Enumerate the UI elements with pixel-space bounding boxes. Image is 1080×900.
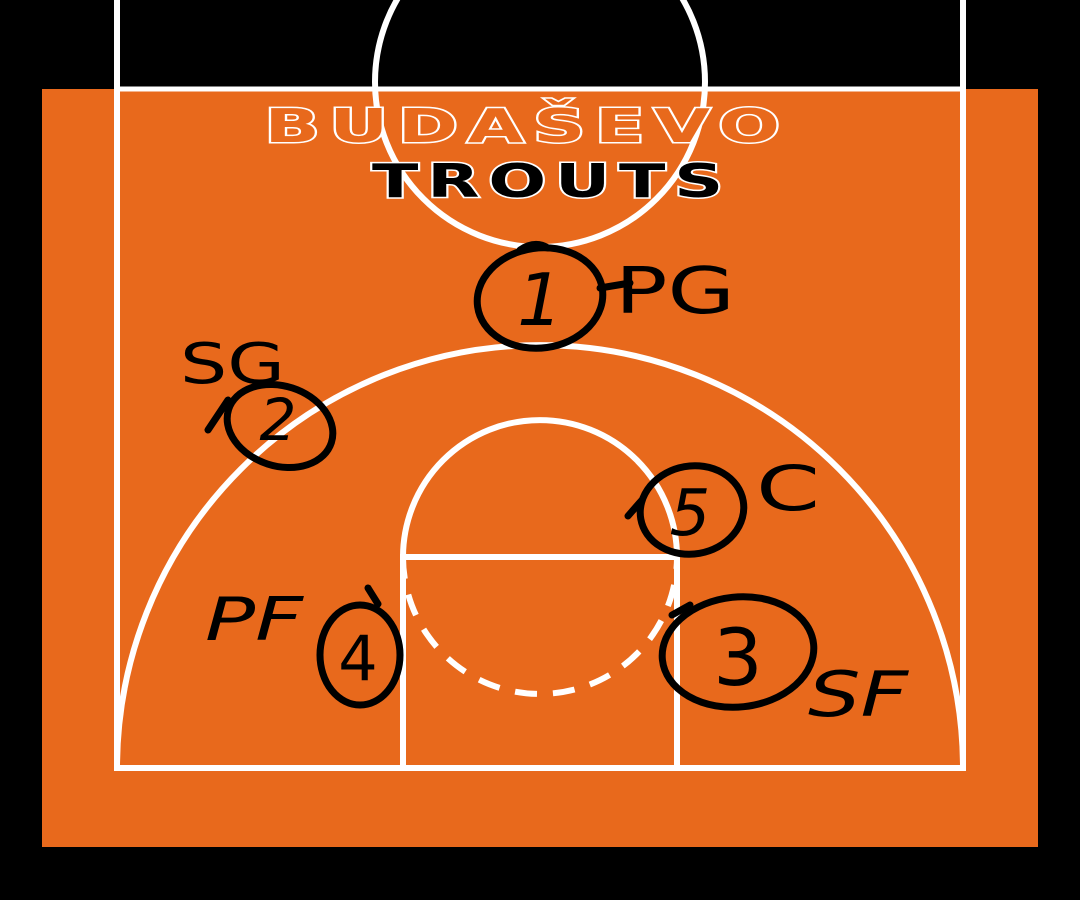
player-5-position: C	[756, 452, 820, 525]
player-5-number: 5	[670, 477, 711, 551]
team-name-line1: BUDAŠEVO	[265, 99, 790, 153]
free-throw-circle-top	[400, 417, 680, 558]
player-5-circle	[636, 462, 748, 558]
team-name-line2: TROUTS	[372, 154, 732, 208]
player-1-marker: 1 PG	[473, 241, 735, 352]
player-4-marker: 4 PF	[205, 584, 404, 709]
player-4-number: 4	[338, 622, 377, 695]
player-1-number: 1	[517, 258, 563, 342]
player-1-position: PG	[615, 255, 735, 329]
court-floor	[42, 89, 1038, 847]
player-2-position: SG	[180, 332, 285, 397]
player-3-position: SF	[808, 658, 910, 731]
player-3-tail	[668, 601, 694, 619]
player-4-position: PF	[205, 585, 305, 655]
player-4-circle	[316, 601, 404, 709]
player-2-circle	[223, 380, 337, 472]
player-1-tail	[516, 241, 552, 254]
player-2-tail	[204, 396, 232, 434]
player-2-marker: 2 SG	[180, 332, 337, 472]
player-5-marker: 5 C	[624, 452, 820, 558]
player-3-number: 3	[713, 614, 763, 704]
player-4-tail	[364, 584, 382, 608]
player-3-circle	[658, 593, 818, 711]
player-3-marker: 3 SF	[658, 593, 910, 731]
player-2-number: 2	[260, 386, 297, 454]
player-5-tail	[624, 496, 646, 520]
player-1-connector	[596, 279, 634, 292]
